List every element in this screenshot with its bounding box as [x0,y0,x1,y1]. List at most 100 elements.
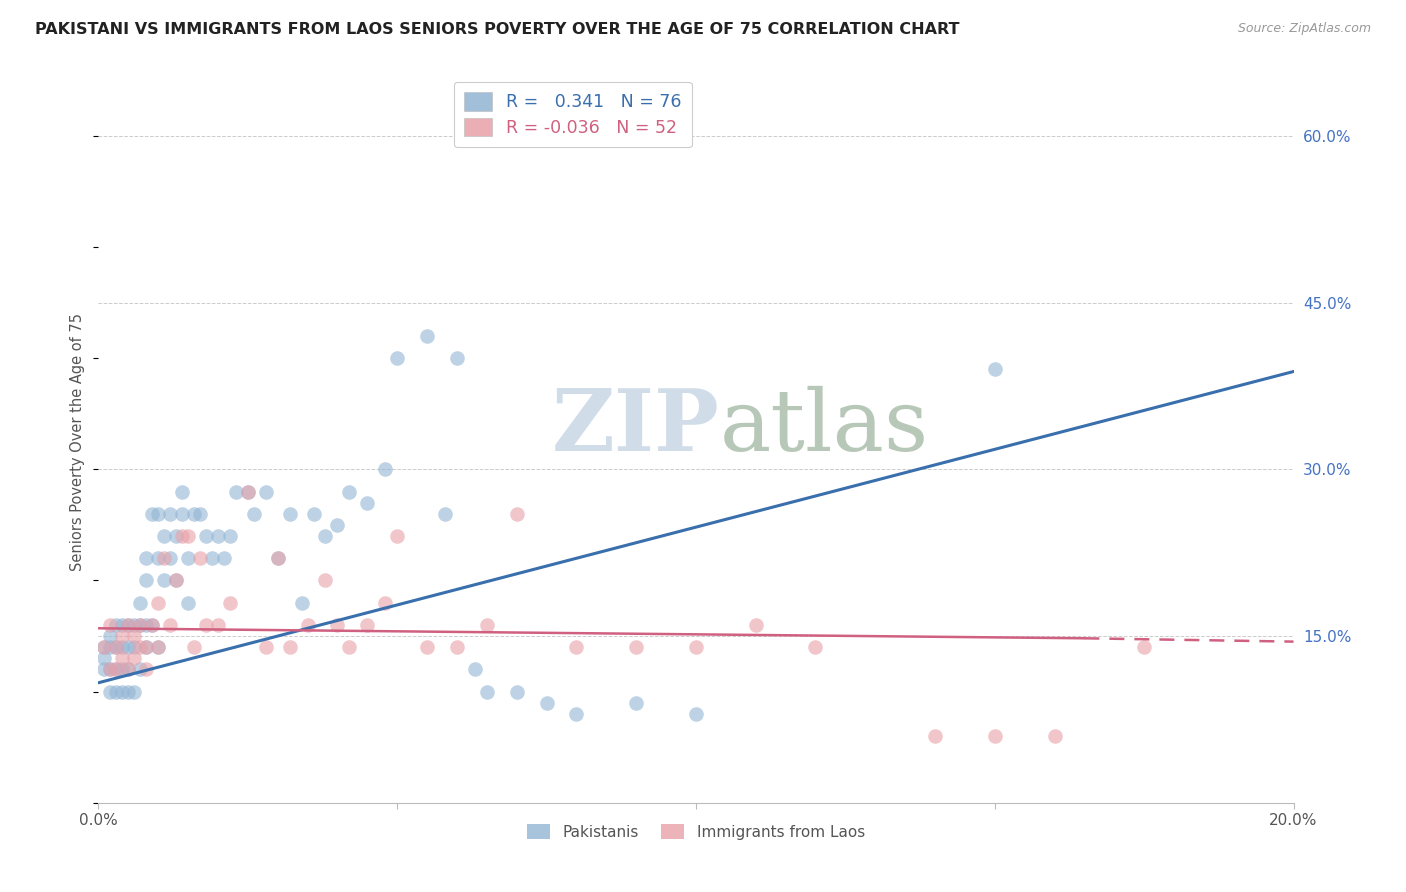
Point [302,507,325,521]
Point [93,640,115,655]
Point [183,640,205,655]
Point [207,618,229,632]
Point [165,574,187,588]
Point [148,640,170,655]
Point [565,640,588,655]
Point [685,640,707,655]
Point [105,618,128,632]
Point [326,618,349,632]
Point [129,662,152,676]
Point [105,684,128,698]
Point [153,529,176,543]
Text: PAKISTANI VS IMMIGRANTS FROM LAOS SENIORS POVERTY OVER THE AGE OF 75 CORRELATION: PAKISTANI VS IMMIGRANTS FROM LAOS SENIOR… [35,22,960,37]
Point [278,640,301,655]
Point [124,684,146,698]
Point [117,684,139,698]
Point [315,574,337,588]
Point [111,618,134,632]
Point [212,551,235,566]
Point [105,640,128,655]
Point [536,696,558,710]
Point [105,662,128,676]
Point [177,551,200,566]
Point [111,662,134,676]
Point [135,574,157,588]
Point [98,684,122,698]
Point [148,596,170,610]
Point [195,529,218,543]
Text: atlas: atlas [720,385,929,468]
Point [98,640,122,655]
Point [188,507,211,521]
Point [374,596,396,610]
Point [93,651,115,665]
Point [105,662,128,676]
Point [416,329,439,343]
Point [129,640,152,655]
Point [464,662,486,676]
Point [172,507,194,521]
Point [165,529,187,543]
Point [446,640,468,655]
Point [111,629,134,643]
Point [93,640,115,655]
Point [135,640,157,655]
Point [236,484,259,499]
Point [124,618,146,632]
Point [124,629,146,643]
Point [565,706,588,721]
Point [188,551,211,566]
Point [339,484,361,499]
Point [745,618,768,632]
Text: Source: ZipAtlas.com: Source: ZipAtlas.com [1237,22,1371,36]
Point [315,529,337,543]
Point [135,662,157,676]
Point [243,507,266,521]
Point [984,362,1007,376]
Point [159,507,181,521]
Point [219,596,242,610]
Point [135,640,157,655]
Point [172,484,194,499]
Point [111,640,134,655]
Point [1133,640,1156,655]
Point [626,640,648,655]
Point [254,640,277,655]
Point [129,618,152,632]
Point [506,684,529,698]
Point [177,596,200,610]
Point [297,618,319,632]
Point [148,640,170,655]
Point [93,662,115,676]
Point [117,640,139,655]
Point [356,496,378,510]
Point [374,462,396,476]
Point [183,507,205,521]
Point [172,529,194,543]
Point [267,551,290,566]
Point [98,662,122,676]
Point [124,651,146,665]
Point [385,351,409,366]
Point [236,484,259,499]
Point [356,618,378,632]
Point [124,640,146,655]
Point [135,551,157,566]
Point [626,696,648,710]
Point [278,507,301,521]
Point [129,596,152,610]
Point [98,629,122,643]
Point [201,551,224,566]
Point [219,529,242,543]
Point [804,640,827,655]
Point [165,574,187,588]
Point [141,618,163,632]
Point [291,596,314,610]
Point [416,640,439,655]
Point [475,618,498,632]
Point [339,640,361,655]
Point [117,618,139,632]
Point [385,529,409,543]
Point [98,662,122,676]
Point [207,529,229,543]
